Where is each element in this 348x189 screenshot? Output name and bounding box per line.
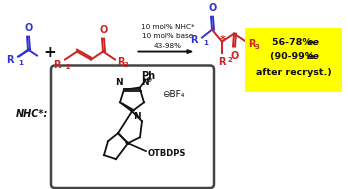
Text: OTBDPS: OTBDPS <box>148 149 187 158</box>
Text: Ph: Ph <box>141 71 155 81</box>
Text: O: O <box>230 51 239 60</box>
Text: R: R <box>117 57 125 67</box>
FancyArrow shape <box>138 50 192 53</box>
Text: 2: 2 <box>227 57 232 63</box>
Text: 1: 1 <box>203 40 208 46</box>
Text: NHC*:: NHC*: <box>16 109 48 119</box>
Text: ⊖BF₄: ⊖BF₄ <box>162 90 184 99</box>
FancyBboxPatch shape <box>51 66 214 188</box>
Text: 1: 1 <box>18 60 23 66</box>
Text: ⊕: ⊕ <box>145 75 151 84</box>
Text: O: O <box>208 3 216 13</box>
Text: *: * <box>220 35 226 45</box>
Text: 10 mol% NHC*: 10 mol% NHC* <box>141 24 195 30</box>
Text: after recryst.): after recryst.) <box>256 68 331 77</box>
Text: N: N <box>141 78 149 87</box>
Text: R: R <box>54 60 61 70</box>
Text: +: + <box>44 45 56 60</box>
Text: ee: ee <box>307 52 320 61</box>
Text: ee: ee <box>307 38 320 47</box>
Text: R: R <box>218 57 226 67</box>
Text: O: O <box>24 23 33 33</box>
Text: 3: 3 <box>255 44 260 50</box>
Text: (90-99%: (90-99% <box>270 52 317 61</box>
Text: N: N <box>133 112 141 121</box>
Text: 3: 3 <box>124 61 129 67</box>
Text: R: R <box>190 35 198 45</box>
Text: 43-98%: 43-98% <box>154 43 182 49</box>
Text: 56-78%: 56-78% <box>272 38 315 47</box>
Text: 10 mol% base: 10 mol% base <box>142 33 193 39</box>
Text: R: R <box>248 39 255 49</box>
Bar <box>245 28 342 92</box>
Text: R: R <box>7 54 14 64</box>
Text: N: N <box>116 78 123 87</box>
Text: 2: 2 <box>65 64 70 70</box>
Text: O: O <box>100 25 108 35</box>
